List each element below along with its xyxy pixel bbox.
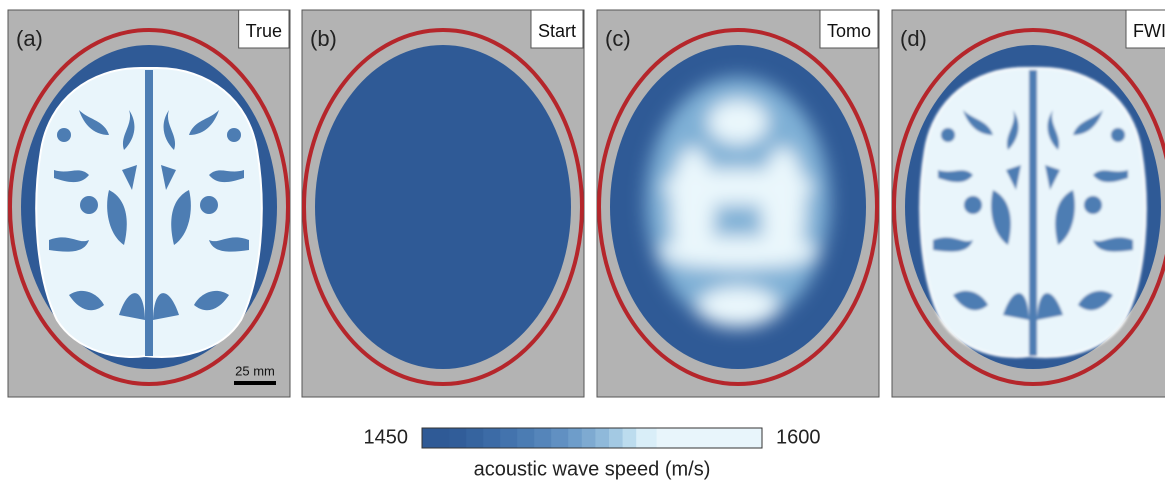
panel-tag-box [238, 9, 290, 49]
colorbar-max: 1600 [776, 426, 821, 448]
tomo-brain [646, 77, 830, 327]
colorbar-step [636, 428, 658, 448]
colorbar-step [500, 428, 518, 448]
panel: (c) Tomo [596, 9, 880, 398]
panel-label: (a) [16, 26, 43, 51]
brain [35, 67, 263, 358]
tomo-blob [671, 147, 715, 267]
tomo-blob [698, 287, 778, 327]
transducer-ring [8, 28, 290, 386]
panel: (d) FWI [891, 9, 1165, 398]
transducer-ring [302, 28, 584, 386]
panel-tag: True [246, 21, 282, 41]
colorbar-step [609, 428, 624, 448]
panel-tag-box [819, 9, 879, 49]
colorbar-step [483, 428, 501, 448]
transducer-ring [597, 28, 879, 386]
brain [919, 67, 1147, 358]
colorbar-frame [421, 427, 763, 449]
colorbar-step [656, 428, 763, 448]
panel-label: (d) [900, 26, 927, 51]
head [315, 45, 571, 369]
colorbar-step [449, 428, 467, 448]
colorbar-step [568, 428, 583, 448]
panel-tag: FWI [1133, 21, 1165, 41]
panel-tag-box [530, 9, 584, 49]
colorbar-step [422, 428, 450, 448]
tomo-blob [708, 100, 768, 144]
scale-bar [234, 381, 276, 385]
colorbar-min: 1450 [364, 426, 409, 448]
scale-bar-label: 25 mm [235, 363, 275, 378]
panel-tag-box [1125, 9, 1165, 49]
panel-tag: Start [538, 21, 576, 41]
panel-tag: Tomo [827, 21, 871, 41]
panel-label: (c) [605, 26, 631, 51]
colorbar-step [534, 428, 552, 448]
panel: (b) Start [301, 9, 585, 398]
panel-label: (b) [310, 26, 337, 51]
colorbar-label: acoustic wave speed (m/s) [474, 458, 711, 480]
colorbar-step [466, 428, 484, 448]
colorbar-step [581, 428, 596, 448]
colorbar-step [595, 428, 610, 448]
colorbar-step [551, 428, 569, 448]
colorbar-step [622, 428, 637, 448]
tomo-blob [761, 147, 805, 267]
colorbar-step [517, 428, 535, 448]
panel: (a) True [7, 9, 291, 398]
transducer-ring [892, 28, 1165, 386]
